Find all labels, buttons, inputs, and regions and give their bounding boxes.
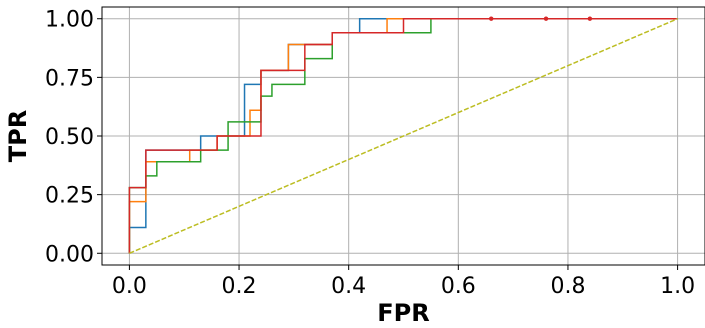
plot-frame bbox=[101, 6, 705, 266]
x-tick-label: 1.0 bbox=[660, 274, 695, 299]
chance-diagonal-line bbox=[129, 18, 678, 254]
threshold-marker bbox=[543, 16, 549, 21]
y-tick-label: 0.25 bbox=[45, 184, 94, 209]
x-tick-label: 0.2 bbox=[222, 274, 257, 299]
threshold-marker bbox=[489, 16, 494, 21]
x-tick-label: 0.6 bbox=[441, 274, 476, 299]
x-tick-label: 0.0 bbox=[112, 274, 147, 299]
y-tick-label: 0.75 bbox=[45, 66, 94, 91]
roc-curve-4 bbox=[128, 17, 678, 254]
series-lines bbox=[128, 17, 678, 254]
x-axis-label: FPR bbox=[377, 299, 429, 327]
y-axis-label: TPR bbox=[4, 110, 32, 162]
marker-points bbox=[489, 16, 593, 21]
y-tick-label: 0.00 bbox=[45, 242, 94, 267]
y-tick-label: 0.50 bbox=[45, 125, 94, 150]
axis-ticks: 0.0 0.2 0.4 0.6 0.8 1.0 0.00 0.25 0.50 0.75 1.00 bbox=[45, 8, 695, 299]
threshold-marker bbox=[587, 16, 593, 21]
y-tick-label: 1.00 bbox=[45, 8, 94, 33]
x-tick-label: 0.4 bbox=[331, 274, 366, 299]
x-tick-label: 0.8 bbox=[550, 274, 585, 299]
